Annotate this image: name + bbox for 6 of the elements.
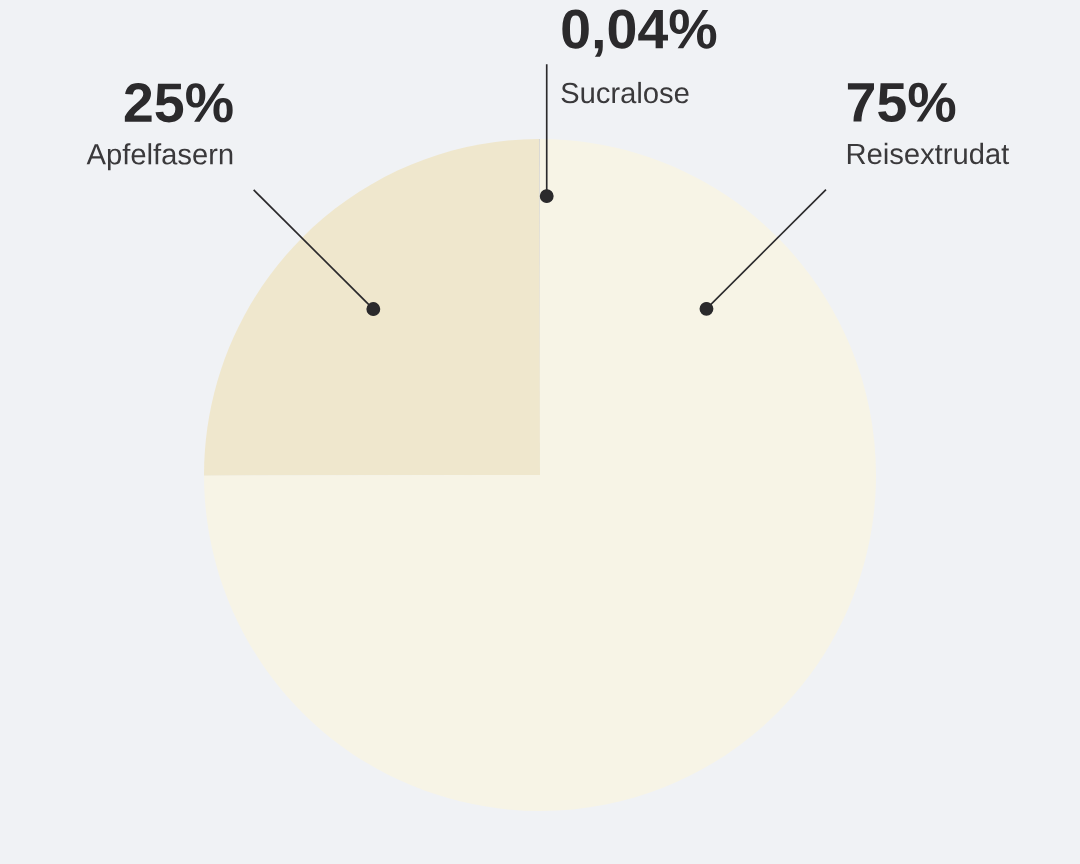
- slice-label: Reisextrudat: [847, 142, 1010, 165]
- slice-label: Sucralose: [561, 81, 689, 104]
- data-label: 75%: [847, 82, 956, 123]
- data-label: 25%: [124, 83, 233, 123]
- data-label: 0,04%: [562, 9, 717, 57]
- slice-label: Apfelfasern: [86, 143, 233, 171]
